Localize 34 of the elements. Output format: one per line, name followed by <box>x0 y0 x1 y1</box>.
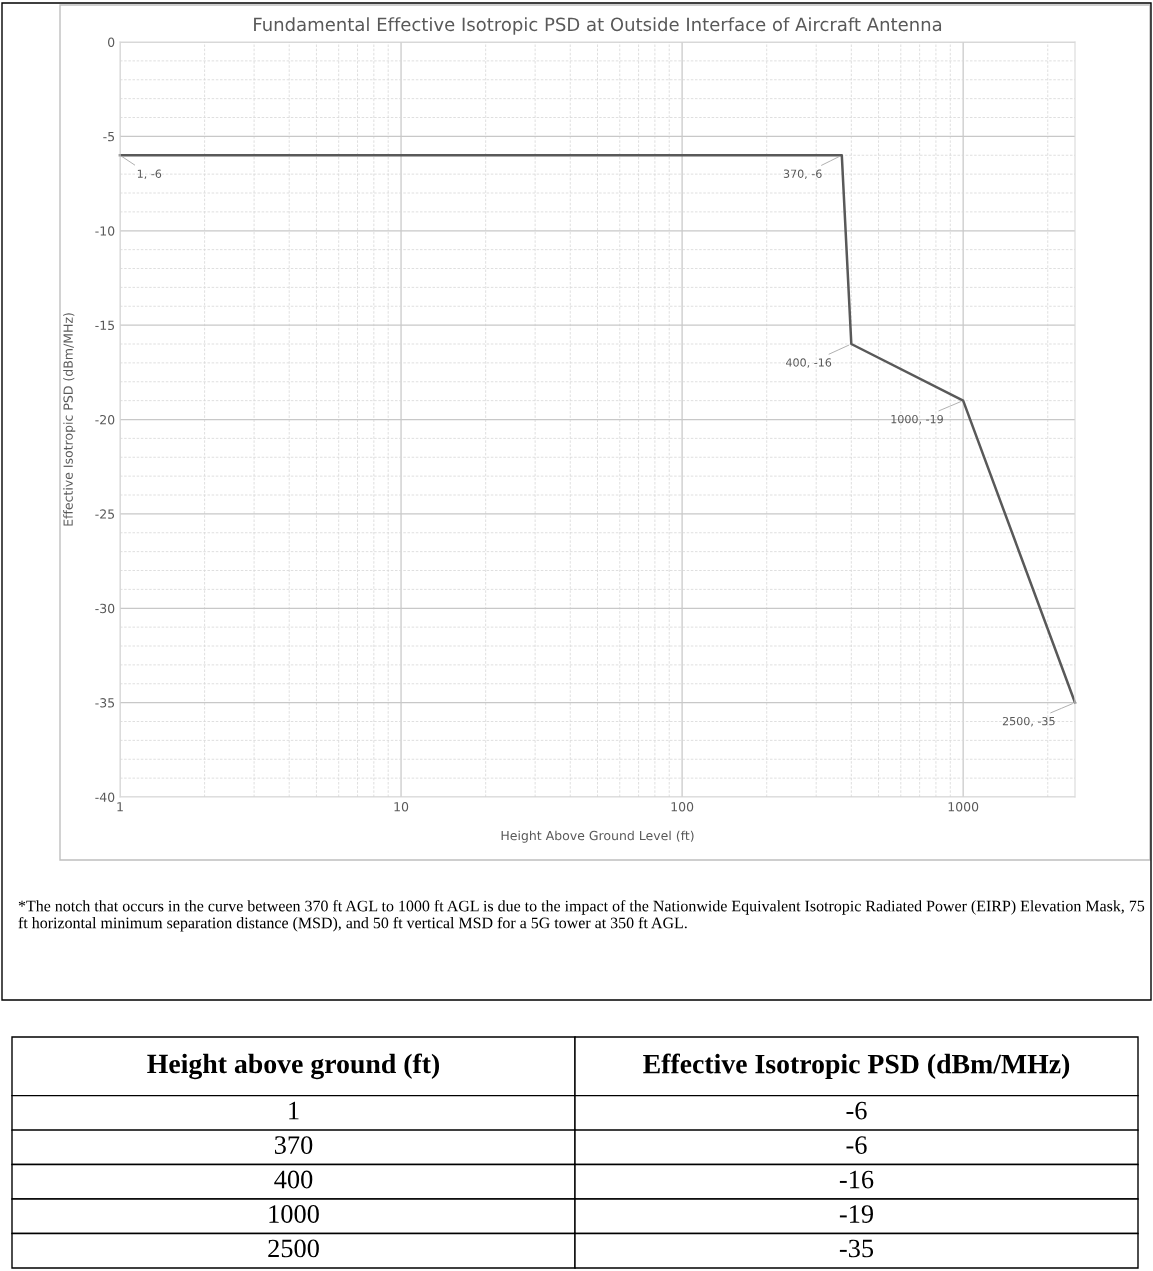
y-tick-label: -30 <box>95 603 115 614</box>
text: 1000 <box>269 1205 319 1223</box>
y-tick-label: 0 <box>108 37 115 47</box>
y-tick-label: -5 <box>103 132 115 142</box>
data-label: 1, -6 <box>137 169 162 180</box>
data-label: 2500, -35 <box>1002 716 1055 727</box>
text: -6 <box>846 1101 867 1120</box>
y-tick-label: -35 <box>95 698 115 708</box>
text: -6 <box>846 1136 867 1154</box>
data-label: 370, -6 <box>783 169 822 180</box>
text: 1 <box>289 1101 299 1120</box>
y-tick-label: -20 <box>95 414 115 425</box>
text: -16 <box>839 1170 874 1189</box>
y-tick-label: -25 <box>95 509 115 519</box>
text: Height above ground (ft) <box>147 1053 440 1080</box>
x-tick-label: 10 <box>394 802 409 812</box>
x-tick-label: 1 <box>117 802 123 812</box>
y-axis-title: Effective Isotropic PSD (dBm/MHz) <box>63 313 76 526</box>
data-label: 400, -16 <box>786 358 832 368</box>
y-tick-label: -40 <box>95 792 115 802</box>
y-tick-label: -15 <box>95 320 115 331</box>
text: 2500 <box>268 1239 319 1258</box>
text: -19 <box>839 1205 874 1223</box>
data-label: 1000, -19 <box>891 414 943 425</box>
chart-title: Fundamental Effective Isotropic PSD at Outside Interface of Aircraft Antenna <box>254 17 942 35</box>
y-tick-label: -10 <box>95 226 115 236</box>
text: Effective Isotropic PSD (dBm/MHz) <box>643 1053 1070 1080</box>
text: -35 <box>839 1239 874 1258</box>
x-axis-title: Height Above Ground Level (ft) <box>501 830 694 843</box>
x-tick-label: 1000 <box>948 802 979 812</box>
x-tick-label: 100 <box>671 802 694 812</box>
text: 400 <box>274 1170 313 1189</box>
text: *The notch that occurs in the curve between 370 ft AGL to 1000 ft AGL is due to the impact of the Nationwide Equivalent Isotropic Radiated Power (EIRP) Elevation Mask, 75 ft horizontal minimum separation distance (MSD), and 50 ft vertical MSD for a 5G tower at 350 ft AGL. <box>18 900 1145 932</box>
text: 370 <box>274 1136 313 1154</box>
